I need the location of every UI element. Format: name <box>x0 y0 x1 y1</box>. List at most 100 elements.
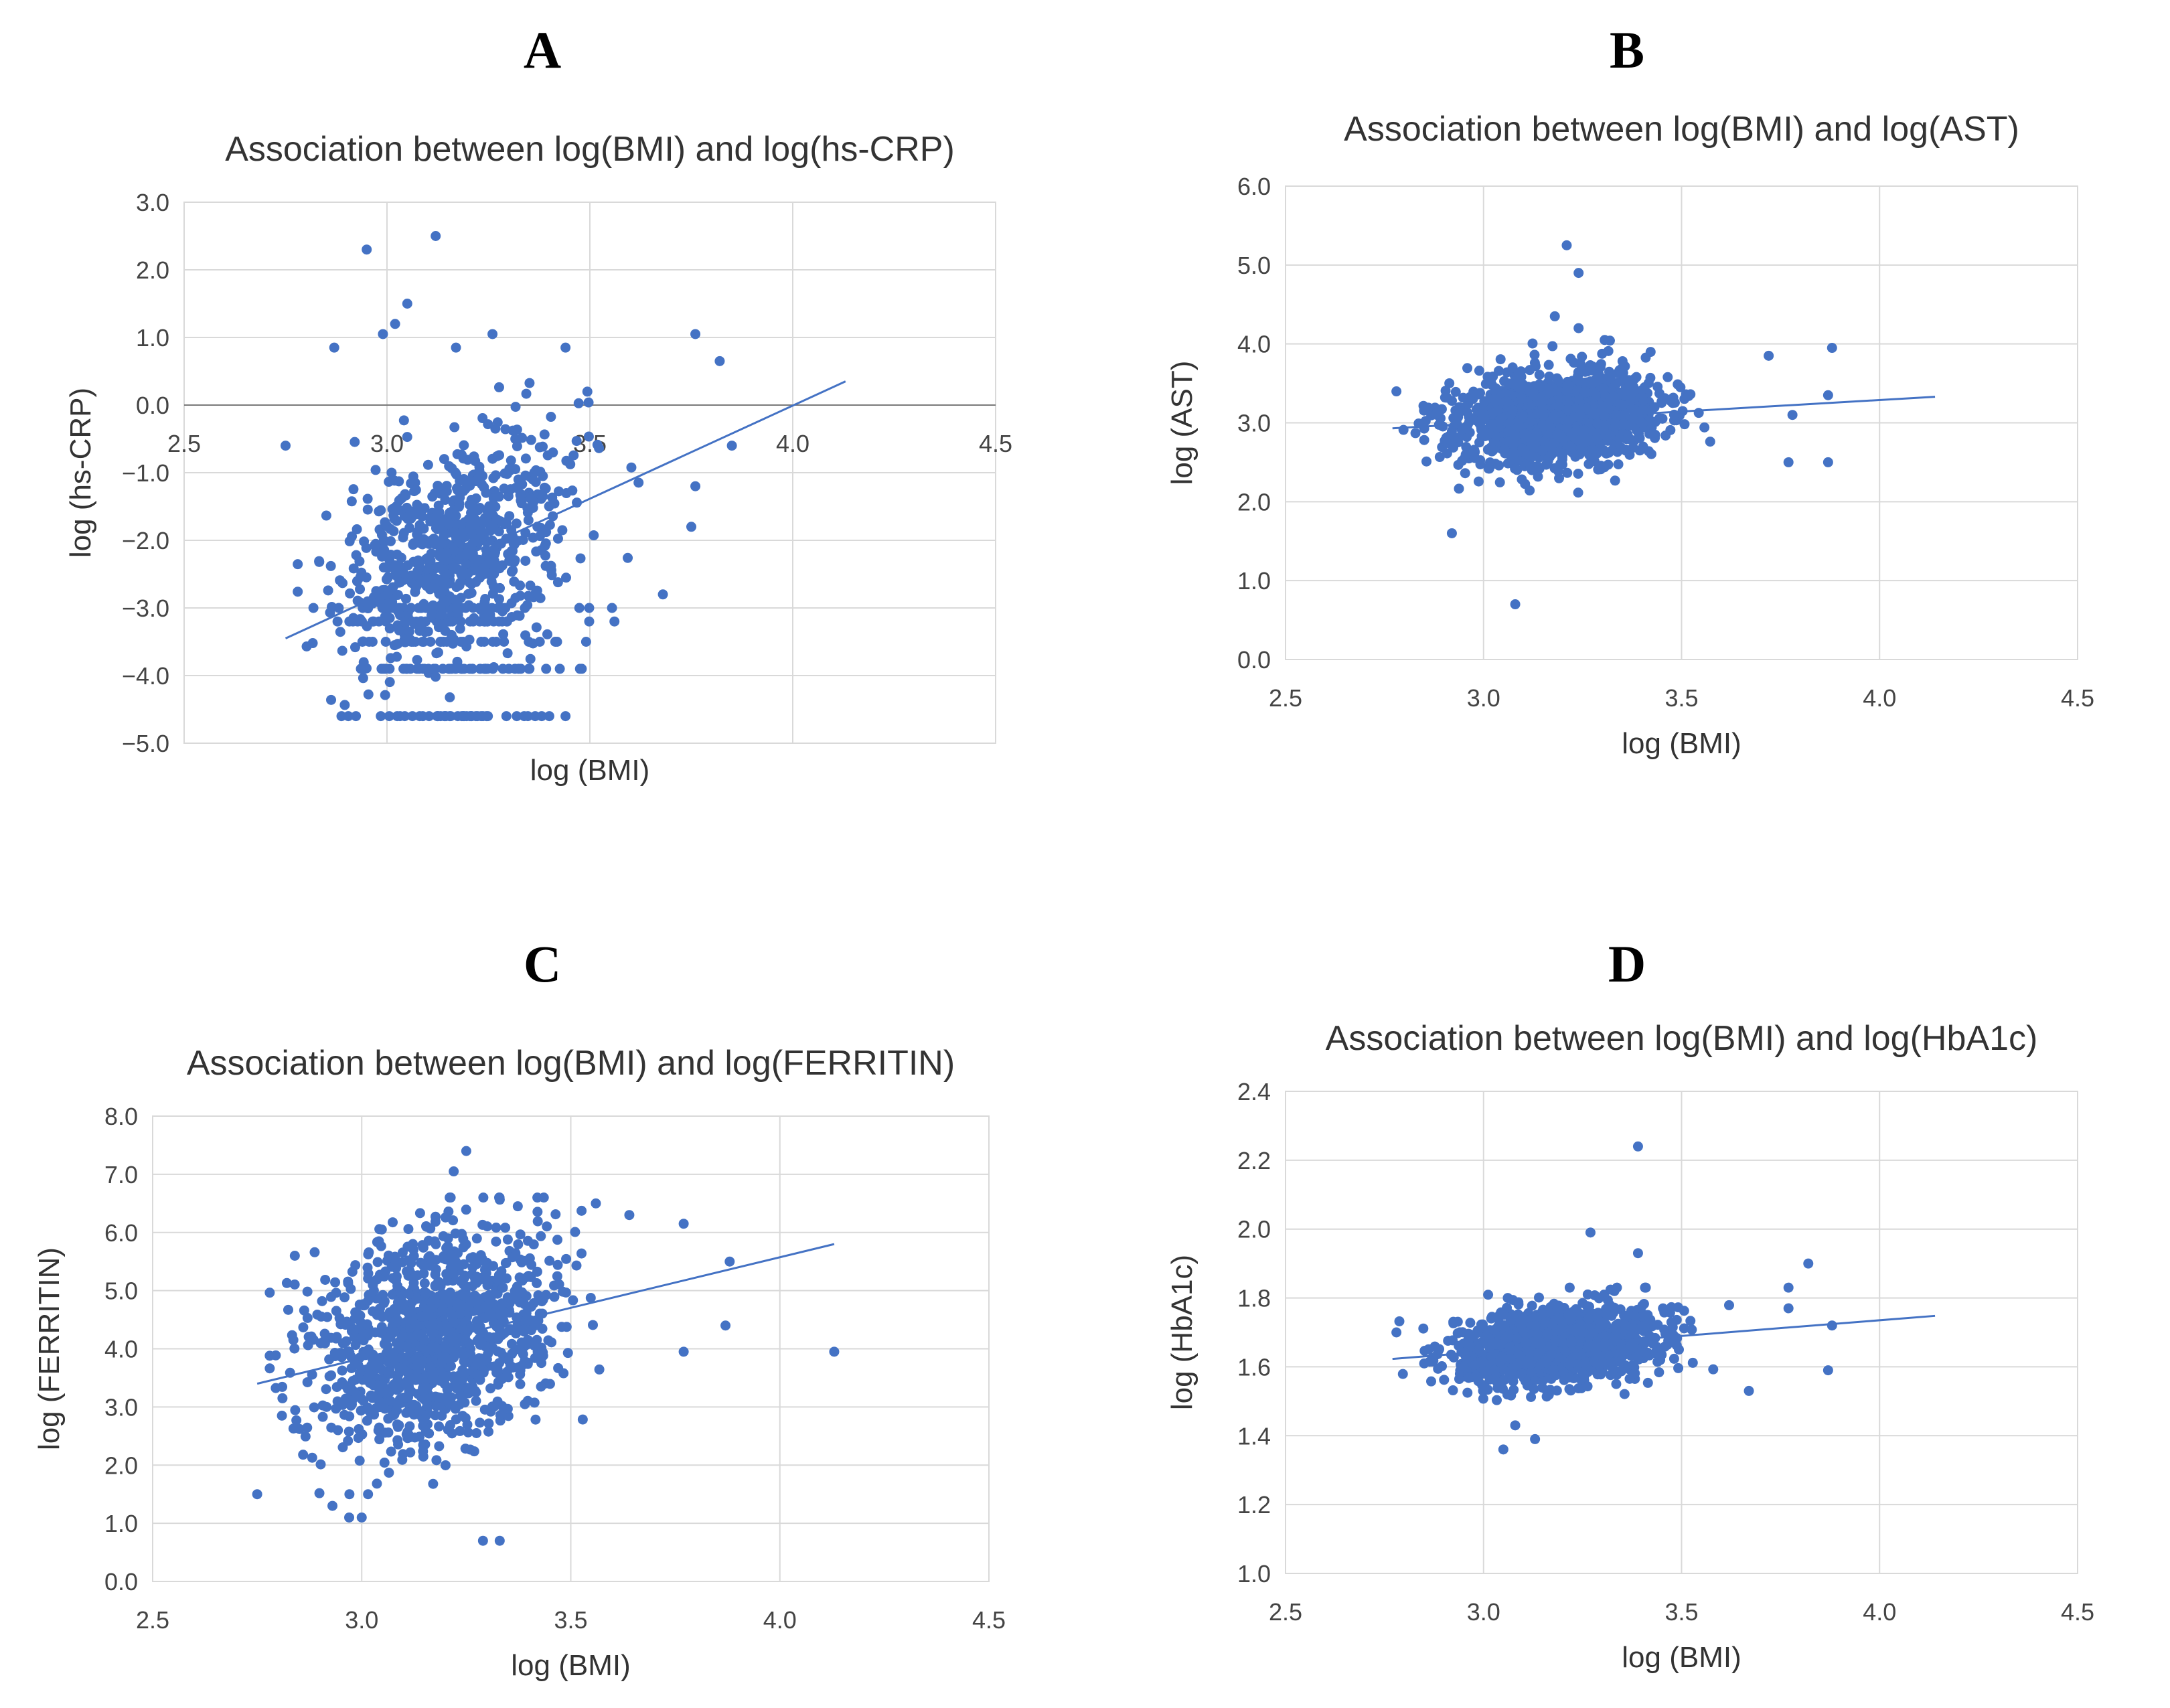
data-point <box>433 500 444 511</box>
data-point <box>1439 1375 1450 1385</box>
data-point <box>1592 1369 1603 1380</box>
data-point <box>475 566 486 576</box>
data-point <box>510 1292 520 1303</box>
data-point <box>1535 1309 1546 1320</box>
data-point <box>326 1422 337 1433</box>
data-point <box>449 526 459 537</box>
data-point <box>433 481 444 492</box>
data-point <box>489 662 499 672</box>
data-point <box>323 585 333 596</box>
data-point <box>1532 1329 1543 1340</box>
data-point <box>402 1427 413 1438</box>
data-point <box>1619 1310 1630 1321</box>
data-point <box>495 1347 506 1358</box>
data-point <box>573 398 584 408</box>
data-point <box>552 577 563 588</box>
data-point <box>467 664 478 674</box>
data-point <box>488 1261 499 1271</box>
data-point <box>519 1299 530 1310</box>
data-point <box>399 1365 410 1375</box>
y-axis-label: log (hs-CRP) <box>64 388 97 558</box>
data-point <box>477 471 488 481</box>
data-point <box>345 1385 356 1395</box>
data-point <box>1637 1300 1648 1311</box>
data-point <box>1557 459 1568 470</box>
data-point <box>449 1269 459 1279</box>
data-point <box>374 506 384 517</box>
data-point <box>440 568 451 578</box>
data-point <box>381 1387 392 1397</box>
data-point <box>1527 1300 1537 1311</box>
data-point <box>1654 1367 1664 1378</box>
data-point <box>1473 476 1484 487</box>
data-point <box>379 1458 390 1468</box>
data-point <box>356 664 366 674</box>
data-point <box>443 664 454 674</box>
data-point <box>1671 1314 1682 1325</box>
chart-title-b: Association between log(BMI) and log(AST… <box>1344 110 2019 149</box>
data-point <box>376 664 387 674</box>
data-point <box>377 1325 388 1336</box>
panel-letter-b: B <box>1609 21 1645 79</box>
data-point <box>380 690 390 700</box>
data-point <box>332 1396 343 1407</box>
data-point <box>355 1369 366 1379</box>
panel-a: A Association between log(BMI) and log(h… <box>0 0 1085 854</box>
data-point <box>298 1322 309 1332</box>
data-point <box>1446 528 1457 538</box>
data-point <box>1489 1365 1500 1376</box>
data-point <box>1587 445 1598 455</box>
data-point <box>544 1255 555 1266</box>
y-axis-label: log (HbA1c) <box>1166 1255 1198 1410</box>
data-point <box>433 1392 443 1403</box>
data-point <box>1419 1358 1429 1369</box>
y-tick-label: 4.0 <box>104 1336 138 1363</box>
data-point <box>1478 1393 1488 1404</box>
data-point <box>392 1281 403 1292</box>
data-point <box>372 1478 382 1489</box>
data-point <box>726 441 737 451</box>
data-point <box>1487 1338 1498 1348</box>
data-point <box>442 1275 453 1286</box>
data-point <box>1434 1344 1445 1354</box>
data-point <box>553 1363 564 1373</box>
data-point <box>481 1275 491 1286</box>
data-point <box>1652 382 1663 392</box>
data-point <box>416 623 427 634</box>
plot-frame <box>183 202 996 744</box>
data-point <box>1391 386 1402 397</box>
data-point <box>456 1300 467 1311</box>
data-point <box>493 382 504 392</box>
data-point <box>412 558 423 569</box>
data-point <box>1578 1369 1589 1380</box>
data-point <box>445 692 455 702</box>
data-point <box>1603 345 1614 356</box>
data-point <box>391 501 402 512</box>
data-point <box>470 1385 481 1396</box>
data-point <box>513 664 524 674</box>
data-point <box>404 522 415 533</box>
data-point <box>494 450 505 461</box>
data-point <box>532 1216 543 1227</box>
data-point <box>493 491 504 502</box>
data-point <box>475 1417 485 1428</box>
data-point <box>471 1395 481 1406</box>
y-tick-label: −2.0 <box>122 527 169 554</box>
chart-title-a: Association between log(BMI) and log(hs-… <box>225 130 955 169</box>
data-point <box>465 515 476 526</box>
data-point <box>303 1340 313 1350</box>
data-point <box>403 1392 414 1403</box>
data-point <box>455 623 465 634</box>
data-point <box>402 1306 413 1317</box>
data-point <box>403 1315 414 1326</box>
data-point <box>455 637 466 647</box>
data-point <box>287 1330 297 1340</box>
data-point <box>492 1364 503 1375</box>
data-point <box>431 231 441 241</box>
data-point <box>402 1266 412 1277</box>
panel-d: D Association between log(BMI) and log(H… <box>1085 854 2169 1707</box>
data-point <box>1823 1365 1833 1376</box>
data-point <box>1418 1323 1429 1334</box>
data-point <box>567 485 578 496</box>
data-point <box>1645 1314 1656 1325</box>
